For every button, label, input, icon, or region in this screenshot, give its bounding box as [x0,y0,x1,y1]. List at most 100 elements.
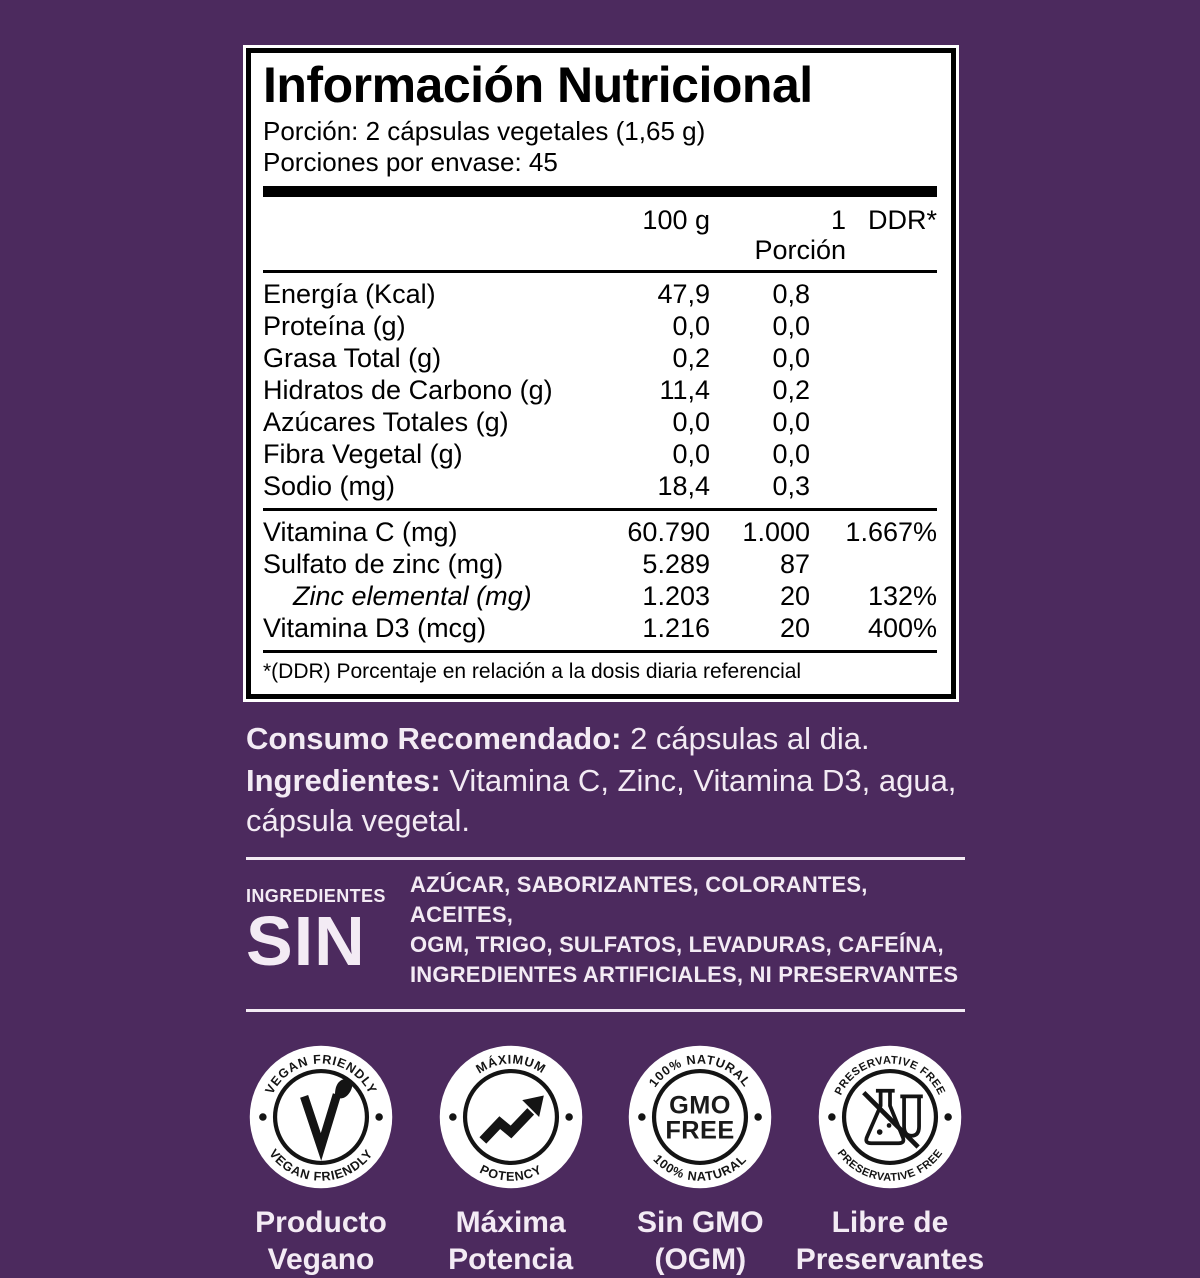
preservative-free-seal-icon: PRESERVATIVE FREE PRESERVATIVE FREE [818,1045,962,1189]
svg-text:POTENCY: POTENCY [477,1162,544,1183]
row-value-portion: 1.000 [742,517,810,547]
row-label: Azúcares Totales (g) [263,407,509,437]
serving-info: Porción: 2 cápsulas vegetales (1,65 g) P… [263,116,937,178]
row-label: Vitamina D3 (mcg) [263,613,487,643]
badge-center-text: GMO [669,1091,731,1119]
supplement-label: Información Nutricional Porción: 2 cápsu… [246,48,984,1276]
badges-row: VEGAN FRIENDLY VEGAN FRIENDLY Producto V… [246,1042,984,1278]
badge-caption-line: Libre de [831,1206,949,1239]
row-value-100g: 1.203 [642,581,710,611]
row-value-portion: 0,2 [772,375,810,405]
column-header-portion: 1 Porción [754,205,846,265]
row-value-portion: 0,0 [772,439,810,469]
badge-caption-line: Producto [255,1206,387,1239]
free-from-eyebrow: INGREDIENTES [246,886,386,907]
badge-caption-line: Sin GMO [636,1206,764,1239]
row-label: Grasa Total (g) [263,343,442,373]
row-label: Sodio (mg) [263,471,396,501]
table-row: Fibra Vegetal (g) 0,0 0,0 [263,438,937,470]
row-label: Proteína (g) [263,311,406,341]
row-label: Energía (Kcal) [263,279,436,309]
recommended-use-text: 2 cápsulas al dia. [621,721,870,756]
badge-caption-line: Máxima [455,1206,566,1239]
table-row: Grasa Total (g) 0,2 0,0 [263,342,937,374]
nutrition-facts-panel: Información Nutricional Porción: 2 cápsu… [246,48,956,699]
table-row: Azúcares Totales (g) 0,0 0,0 [263,406,937,438]
row-value-ddr: 400% [867,613,937,643]
row-value-100g: 0,0 [672,439,710,469]
trending-arrow-icon [479,1095,544,1144]
badge-caption-line: Vegano [267,1243,375,1276]
row-value-portion: 20 [779,581,810,611]
row-label: Vitamina C (mg) [263,517,458,547]
gmo-free-seal-icon: 100% NATURAL 100% NATURAL GMO FREE [629,1045,772,1189]
free-from-line: OGM, TRIGO, SULFATOS, LEVADURAS, CAFEÍNA… [410,932,944,957]
column-header-ddr: DDR* [867,205,937,235]
table-row: Proteína (g) 0,0 0,0 [263,310,937,342]
maximum-potency-seal-icon: MÁXIMUM POTENCY [439,1045,582,1189]
row-value-100g: 18,4 [657,471,710,501]
label-content: Información Nutricional Porción: 2 cápsu… [246,48,984,1278]
badge-gmo-free: 100% NATURAL 100% NATURAL GMO FREE Sin G… [625,1042,775,1278]
macro-rows: Energía (Kcal) 47,9 0,8 Proteína (g) 0,0… [263,273,937,508]
row-value-portion: 0,3 [772,471,810,501]
recommended-use-label: Consumo Recomendado: [246,721,622,756]
thick-divider-bar [263,186,937,197]
row-value-100g: 11,4 [659,375,710,405]
row-label: Zinc elemental (mg) [293,581,532,611]
free-from-list: AZÚCAR, SABORIZANTES, COLORANTES, ACEITE… [410,870,965,990]
row-value-portion: 87 [779,549,810,579]
vegan-friendly-seal-icon: VEGAN FRIENDLY VEGAN FRIENDLY [249,1045,393,1189]
table-row: Sodio (mg) 18,4 0,3 [263,470,937,502]
row-value-100g: 47,9 [657,279,710,309]
ingredients-text: Vitamina C, Zinc, Vitamina D3, agua, cáp… [246,763,957,838]
panel-title: Información Nutricional [263,57,813,113]
row-value-100g: 60.790 [627,517,710,547]
table-row: Vitamina D3 (mcg) 1.216 20 400% [263,612,937,644]
badge-preservative-free: PRESERVATIVE FREE PRESERVATIVE FREE Libr… [796,1042,984,1278]
badge-caption-line: Preservantes [795,1243,985,1276]
ingredients: Ingredientes: Vitamina C, Zinc, Vitamina… [246,761,965,841]
badge-caption: Máxima Potencia [448,1204,573,1278]
row-label: Sulfato de zinc (mg) [263,549,504,579]
table-row: Energía (Kcal) 47,9 0,8 [263,278,937,310]
free-from-section: INGREDIENTES SIN AZÚCAR, SABORIZANTES, C… [246,860,965,999]
row-value-100g: 0,2 [672,343,710,373]
vitamin-rows: Vitamina C (mg) 60.790 1.000 1.667% Sulf… [263,508,937,650]
badge-center-text: FREE [666,1117,735,1145]
column-header-100g: 100 g [642,205,710,235]
ddr-footnote: *(DDR) Porcentaje en relación a la dosis… [263,650,937,684]
row-value-portion: 0,0 [772,343,810,373]
row-value-100g: 0,0 [672,407,710,437]
column-header-row: 100 g 1 Porción DDR* [263,197,937,273]
free-from-line: INGREDIENTES ARTIFICIALES, NI PRESERVANT… [410,962,959,987]
badge-caption: Sin GMO (OGM) [637,1204,764,1278]
free-from-line: AZÚCAR, SABORIZANTES, COLORANTES, ACEITE… [410,872,868,927]
row-label: Fibra Vegetal (g) [263,439,463,469]
divider-line [246,1009,965,1012]
ingredients-label: Ingredientes: [246,763,441,798]
row-value-portion: 0,0 [772,311,810,341]
row-value-100g: 0,0 [672,311,710,341]
no-preservatives-flask-icon [862,1088,923,1149]
row-value-portion: 0,0 [772,407,810,437]
badge-arc-bottom-text: POTENCY [477,1162,543,1183]
row-label: Hidratos de Carbono (g) [263,375,553,405]
serving-size: Porción: 2 cápsulas vegetales (1,65 g) [263,116,706,146]
badge-caption: Producto Vegano [255,1204,387,1278]
divider-line [246,857,965,860]
badge-caption-line: Potencia [448,1243,574,1276]
free-from-heading: INGREDIENTES SIN [246,886,410,976]
recommended-use: Consumo Recomendado: 2 cápsulas al dia. [246,719,965,759]
table-row: Hidratos de Carbono (g) 11,4 0,2 [263,374,937,406]
badge-vegan: VEGAN FRIENDLY VEGAN FRIENDLY Producto V… [246,1042,396,1278]
table-row: Vitamina C (mg) 60.790 1.000 1.667% [263,516,937,548]
badge-caption-line: (OGM) [654,1243,747,1276]
row-value-ddr: 132% [867,581,937,611]
row-value-100g: 5.289 [642,549,710,579]
badge-max-potency: MÁXIMUM POTENCY Máxima Potencia [436,1042,586,1278]
row-value-100g: 1.216 [642,613,710,643]
table-row: Zinc elemental (mg) 1.203 20 132% [263,580,937,612]
row-value-portion: 0,8 [772,279,810,309]
row-value-ddr: 1.667% [845,517,937,547]
